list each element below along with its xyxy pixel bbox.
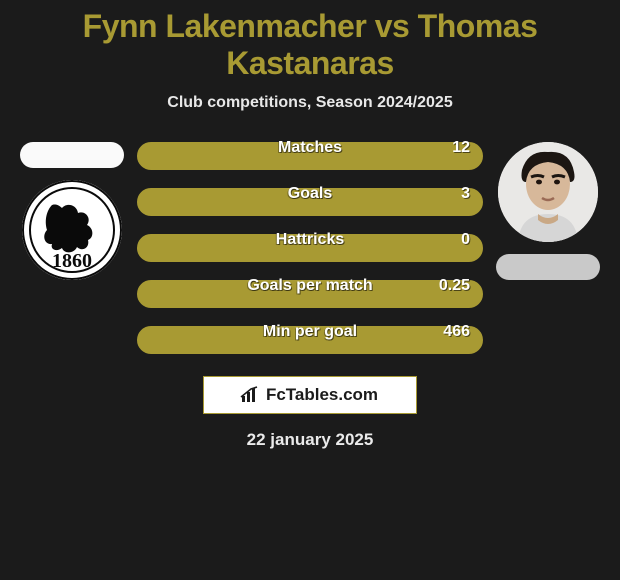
stat-right-value: 466: [443, 323, 470, 341]
player-b-avatar: [498, 142, 598, 242]
subtitle: Club competitions, Season 2024/2025: [0, 94, 620, 112]
stat-label: Matches: [278, 139, 342, 157]
date-line: 22 january 2025: [0, 430, 620, 450]
player-a-pill: [20, 142, 124, 168]
stat-row-hattricks: Hattricks 0: [137, 234, 483, 262]
bar-chart-icon: [240, 386, 260, 404]
stat-row-matches: Matches 12: [137, 142, 483, 170]
stat-label: Goals: [288, 185, 332, 203]
page-title: Fynn Lakenmacher vs Thomas Kastanaras: [0, 8, 620, 82]
club-year-text: 1860: [52, 250, 92, 272]
player-avatar-icon: [498, 142, 598, 242]
player-a-name: Fynn Lakenmacher: [83, 8, 367, 44]
brand-text: FcTables.com: [264, 385, 380, 405]
stat-right-value: 12: [452, 139, 470, 157]
brand-inner: FcTables.com: [204, 377, 416, 413]
brand-box[interactable]: FcTables.com: [203, 376, 417, 414]
stats-column: Matches 12 Goals 3 Hattricks 0 Goals per…: [137, 142, 483, 354]
stat-right-value: 3: [461, 185, 470, 203]
stat-row-mpg: Min per goal 466: [137, 326, 483, 354]
stat-right-value: 0.25: [439, 277, 470, 295]
stat-right-value: 0: [461, 231, 470, 249]
club-1860-icon: 1860: [22, 180, 122, 280]
right-column: [493, 142, 603, 280]
comparison-card: Fynn Lakenmacher vs Thomas Kastanaras Cl…: [0, 0, 620, 580]
left-column: 1860: [17, 142, 127, 280]
stat-row-gpm: Goals per match 0.25: [137, 280, 483, 308]
player-a-club-logo: 1860: [22, 180, 122, 280]
content-row: 1860 Matches 12 Goals 3 Hattricks 0: [0, 142, 620, 354]
stat-label: Min per goal: [263, 323, 357, 341]
stat-label: Goals per match: [247, 277, 372, 295]
stat-row-goals: Goals 3: [137, 188, 483, 216]
stat-label: Hattricks: [276, 231, 344, 249]
player-b-pill: [496, 254, 600, 280]
vs-word: vs: [375, 8, 410, 44]
